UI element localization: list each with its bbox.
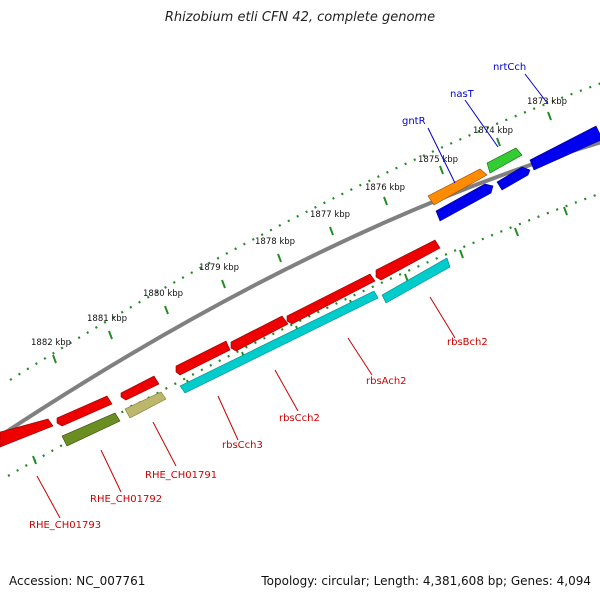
gene-arrow-rbsCch2[interactable] [375,239,441,281]
gene-arrow-unlabeled[interactable] [496,166,531,191]
genome-backbone [0,140,600,438]
gene-label-gntR: gntR [402,116,426,127]
tick-label: 1878 kbp [255,237,295,247]
gene-arrow-rbsBch2[interactable] [381,257,451,304]
gene-label-rbsBch2: rbsBch2 [447,337,488,348]
tick-label: 1881 kbp [87,314,127,324]
gene-arrow-rbsCch2[interactable] [286,273,376,325]
gene-label-nasT: nasT [450,89,475,100]
gene-arrow-gntR[interactable] [427,168,488,206]
gene-arrow-rbsCch3[interactable] [175,340,231,376]
topology-text: Topology: circular; Length: 4,381,608 bp… [261,574,591,588]
tick-label: 1876 kbp [365,183,405,193]
gene-label-RHE_CH01793: RHE_CH01793 [29,520,101,531]
tick-label: 1880 kbp [143,289,183,299]
lower-tick-track [7,192,600,477]
forward-leader-lines [427,73,549,184]
gene-label-rbsCch2: rbsCch2 [279,413,320,424]
gene-label-nrtCch: nrtCch [493,62,526,73]
gene-arrow-RHE_CH01792[interactable] [61,412,121,447]
major-ticks-upper [52,111,552,364]
tick-label: 1874 kbp [473,126,513,136]
gene-arrow-nasT[interactable] [486,147,523,174]
reverse-leader-lines [36,296,456,519]
tick-label: 1882 kbp [31,338,71,348]
tick-label: 1879 kbp [199,263,239,273]
gene-arrow-red[interactable] [56,395,113,427]
gene-label-RHE_CH01792: RHE_CH01792 [90,494,162,505]
gene-arrow-red[interactable] [120,375,160,401]
upper-tick-track [9,82,600,381]
gene-label-rbsCch3: rbsCch3 [222,440,263,451]
accession-text: Accession: NC_007761 [9,574,146,588]
tick-label: 1877 kbp [310,210,350,220]
gene-arrow-unlabeled[interactable] [435,183,494,222]
gene-arrow-rbsCch3[interactable] [230,315,289,352]
gene-arrow-RHE_CH01793[interactable] [0,418,54,448]
gene-label-rbsAch2: rbsAch2 [366,376,407,387]
gene-arrow-nrtCch[interactable] [529,125,600,171]
gene-arrow-RHE_CH01791[interactable] [124,391,167,419]
gene-arrow-rbsAch2[interactable] [179,290,379,394]
tick-label: 1875 kbp [418,155,458,165]
gene-label-RHE_CH01791: RHE_CH01791 [145,470,217,481]
map-title: Rhizobium etli CFN 42, complete genome [164,10,436,25]
